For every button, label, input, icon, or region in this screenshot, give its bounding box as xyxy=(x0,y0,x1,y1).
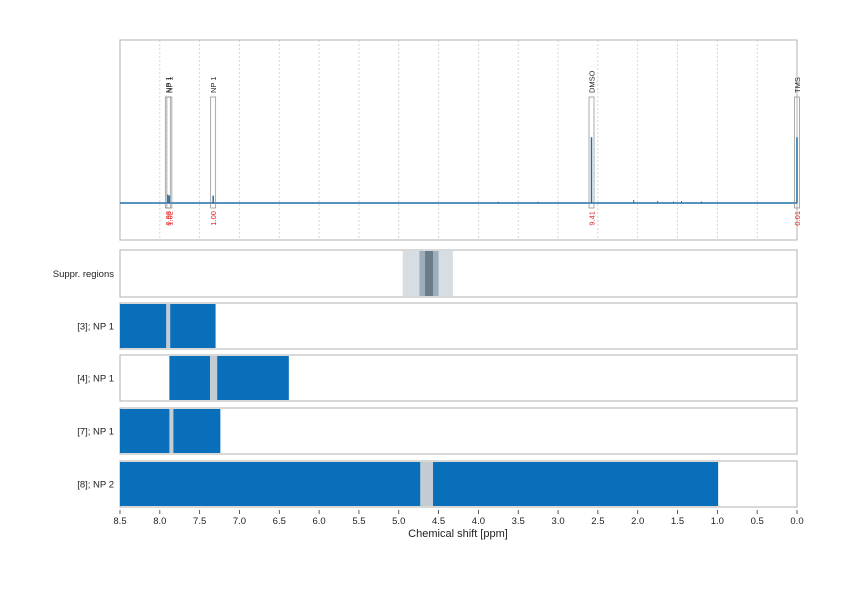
peak-annotation-box xyxy=(166,96,173,209)
ranges-panels: [3]; NP 1 [4]; NP 1 [7]; NP 1 [8]; NP 2 xyxy=(77,302,798,508)
range-gap xyxy=(169,409,174,453)
range-panel-frame xyxy=(119,302,798,350)
peak-annotation-box xyxy=(794,96,800,209)
x-tick-label: 4.5 xyxy=(432,516,445,527)
x-tick-label: 2.0 xyxy=(631,516,644,527)
range-gap xyxy=(166,304,171,348)
suppression-panel: Suppr. regions xyxy=(53,249,798,298)
suppression-frame xyxy=(119,249,798,298)
x-axis-title: Chemical shift [ppm] xyxy=(408,528,508,540)
peak-annotation-box xyxy=(588,96,595,209)
range-bar xyxy=(217,356,289,400)
range-gap xyxy=(420,462,434,506)
peak-label: NP 1 xyxy=(209,76,218,93)
range-bar xyxy=(120,304,167,348)
range-bar xyxy=(120,462,421,506)
x-tick-label: 1.5 xyxy=(671,516,684,527)
spectrum-frame xyxy=(119,39,798,241)
x-tick-label: 2.5 xyxy=(591,516,604,527)
range-label: [8]; NP 2 xyxy=(77,480,114,491)
peak-label: DMSO xyxy=(588,70,597,93)
peak-label: NP 1 xyxy=(165,76,174,93)
range-bar xyxy=(170,304,216,348)
suppression-label: Suppr. regions xyxy=(53,269,115,280)
x-tick-label: 0.5 xyxy=(751,516,764,527)
peak-integral-label: 0.01 xyxy=(793,211,802,226)
range-gap xyxy=(210,356,218,400)
x-tick-label: 4.0 xyxy=(472,516,485,527)
peak-integral-label: 9.41 xyxy=(588,211,597,226)
x-tick-label: 6.5 xyxy=(273,516,286,527)
peak-integral-label: 1.00 xyxy=(209,211,218,226)
peak-label: TMS xyxy=(793,77,802,93)
range-bar xyxy=(173,409,221,453)
range-bar xyxy=(120,409,170,453)
x-tick-label: 8.0 xyxy=(153,516,166,527)
x-tick-label: 5.0 xyxy=(392,516,405,527)
x-tick-label: 0.0 xyxy=(790,516,803,527)
range-bar xyxy=(433,462,719,506)
x-tick-label: 7.5 xyxy=(193,516,206,527)
x-tick-label: 5.5 xyxy=(352,516,365,527)
x-tick-label: 8.5 xyxy=(113,516,126,527)
x-axis: 8.5 8.0 7.5 7.0 6.5 6.0 5.5 5.0 4.5 4.0 3.5 3.0 2.5 2… xyxy=(113,510,804,527)
x-tick-label: 3.0 xyxy=(551,516,564,527)
x-tick-label: 7.0 xyxy=(233,516,246,527)
range-label: [4]; NP 1 xyxy=(77,374,114,385)
peak-integral-label: 1.02 xyxy=(165,211,174,226)
grid-lines xyxy=(119,40,798,240)
peak-annotation-box xyxy=(164,96,171,209)
x-tick-label: 6.0 xyxy=(313,516,326,527)
x-tick-label: 1.0 xyxy=(711,516,724,527)
suppression-region-inner xyxy=(425,251,434,296)
range-label: [7]; NP 1 xyxy=(77,427,114,438)
peak-integral-label: 0.98 xyxy=(164,211,173,226)
range-bar xyxy=(169,356,211,400)
peak-annotation-box xyxy=(210,96,217,209)
range-panel-frame xyxy=(119,407,798,455)
range-label: [3]; NP 1 xyxy=(77,322,114,333)
peak-label: NP 1 xyxy=(164,76,173,93)
x-tick-label: 3.5 xyxy=(512,516,525,527)
